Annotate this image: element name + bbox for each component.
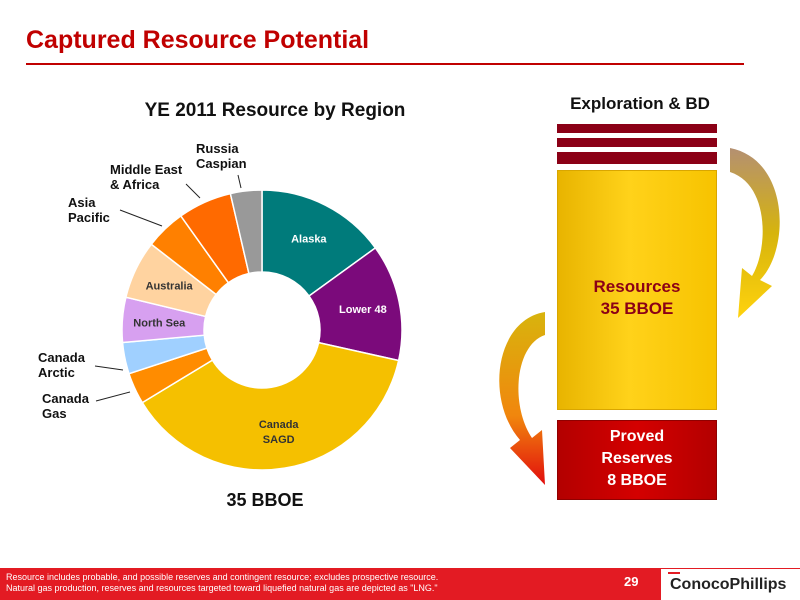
exploration-bd-title: Exploration & BD bbox=[570, 94, 710, 113]
slice-lower-48 bbox=[307, 246, 403, 362]
slice-label-alaska-0: Alaska bbox=[291, 233, 327, 245]
leader-russia-caspian bbox=[237, 174, 242, 189]
proved-reserves-text: Proved Reserves 8 BBOE bbox=[557, 426, 717, 492]
proved-label-line1: Proved bbox=[609, 428, 665, 445]
footnote: Resource includes probable, and possible… bbox=[6, 572, 438, 594]
conocophillips-logo: ConocoPhillips bbox=[670, 576, 787, 593]
chart-title: YE 2011 Resource by Region bbox=[144, 100, 406, 121]
slice-label-canada-sagd-1: SAGD bbox=[263, 434, 295, 446]
resources-label: Resources bbox=[593, 277, 681, 296]
slice-label-north-sea-0: North Sea bbox=[133, 317, 186, 329]
leader-canada-arctic bbox=[94, 365, 124, 371]
label-canada-arctic: Canada Arctic bbox=[38, 350, 85, 380]
title-divider bbox=[26, 63, 744, 65]
page-number: 29 bbox=[624, 574, 639, 589]
logo-mark bbox=[668, 572, 680, 574]
footnote-line-2: Natural gas production, reserves and res… bbox=[6, 583, 438, 593]
exploration-stripe-1 bbox=[557, 124, 717, 133]
label-canada-arctic-line1: Canada bbox=[38, 350, 85, 365]
label-caspian-line2: Caspian bbox=[196, 156, 247, 171]
label-canada-gas-line1: Canada bbox=[42, 391, 89, 406]
slice-alaska bbox=[261, 189, 377, 298]
slide-title: Captured Resource Potential bbox=[26, 26, 370, 54]
curved-arrow-right bbox=[730, 148, 780, 318]
slice-label-australia-0: Australia bbox=[146, 280, 194, 292]
logo-background bbox=[661, 569, 800, 600]
exploration-stripe-2 bbox=[557, 138, 717, 147]
curved-arrow-left bbox=[499, 312, 545, 485]
leader-canada-gas bbox=[95, 391, 131, 402]
label-canada-gas-line2: Gas bbox=[42, 406, 67, 421]
proved-reserves-box bbox=[557, 420, 717, 500]
label-russia-caspian: Russia Caspian bbox=[196, 141, 247, 171]
label-pacific-line2: Pacific bbox=[68, 210, 110, 225]
footnote-line-1: Resource includes probable, and possible… bbox=[6, 572, 439, 582]
proved-value: 8 BBOE bbox=[607, 472, 667, 489]
exploration-stripe-3 bbox=[557, 152, 717, 164]
proved-label-line2: Reserves bbox=[601, 450, 673, 467]
label-africa-line2: & Africa bbox=[110, 177, 160, 192]
label-asia-pacific: Asia Pacific bbox=[68, 195, 110, 225]
slice-russia-caspian bbox=[229, 189, 263, 275]
chart-total: 35 BBOE bbox=[226, 490, 304, 510]
label-canada-arctic-line2: Arctic bbox=[38, 365, 75, 380]
label-russia-line1: Russia bbox=[196, 141, 239, 156]
label-middle-east-africa: Middle East & Africa bbox=[110, 162, 182, 192]
label-middle-east-line1: Middle East bbox=[110, 162, 183, 177]
slice-label-canada-sagd-0: Canada bbox=[259, 419, 300, 431]
leader-asia-pacific bbox=[119, 209, 163, 227]
slice-label-lower-48-0: Lower 48 bbox=[339, 304, 387, 316]
label-asia-line1: Asia bbox=[68, 195, 96, 210]
leader-middle-east-africa bbox=[185, 183, 201, 199]
resources-value: 35 BBOE bbox=[600, 299, 674, 318]
slice-canada-sagd bbox=[141, 341, 400, 471]
resources-text: Resources 35 BBOE bbox=[557, 276, 717, 320]
label-canada-gas: Canada Gas bbox=[42, 391, 89, 421]
resources-box bbox=[557, 170, 717, 410]
